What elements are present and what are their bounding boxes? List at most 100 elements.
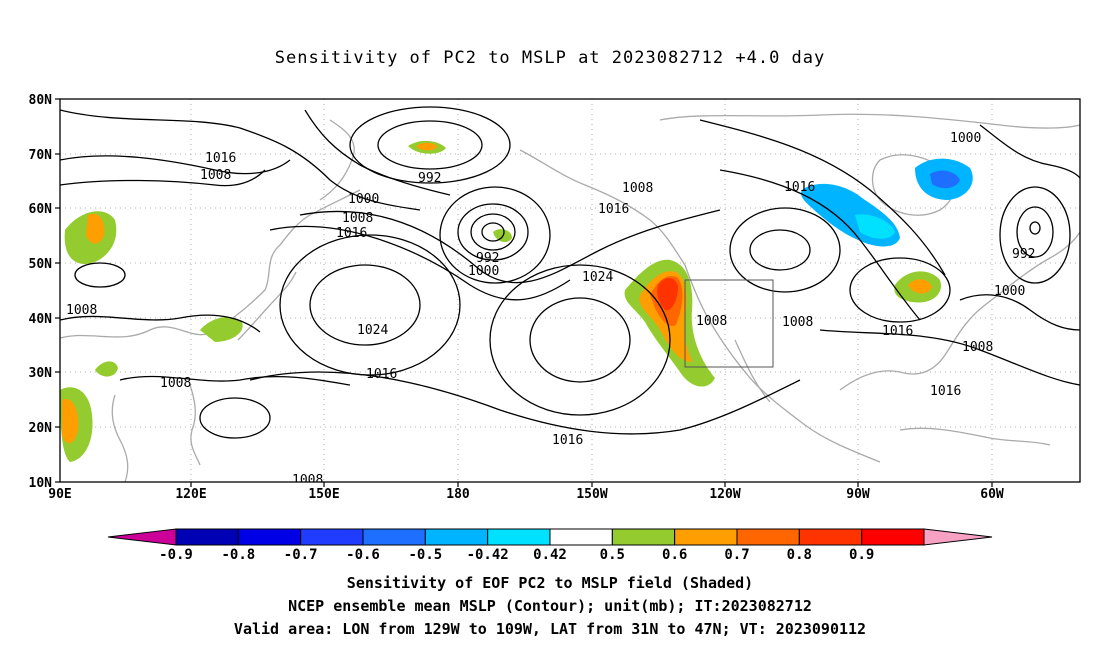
colorbar-label: 0.6 [662, 547, 687, 563]
north-america-west-coastline [684, 264, 881, 463]
arctic-coastline [659, 113, 1080, 129]
longitude-ticks [190, 482, 993, 487]
contour-label: 992 [418, 171, 441, 186]
colorbar-segment [175, 528, 239, 546]
colorbar-label: 0.5 [600, 547, 625, 563]
lon-label: 60W [980, 487, 1004, 502]
alaska-coastline [519, 149, 686, 266]
latitude-ticks [55, 98, 60, 483]
colorbar-segment [487, 528, 551, 546]
contour-label: 1016 [366, 367, 397, 382]
contour-label: 1008 [696, 314, 727, 329]
shade-east-orange [908, 279, 932, 294]
colorbar-segment [424, 528, 489, 546]
valid-area-box [684, 279, 774, 368]
colorbar-segment [861, 528, 925, 546]
lon-label: 90E [48, 487, 71, 502]
colorbar-label: -0.6 [346, 547, 380, 563]
contour-label: 1000 [950, 131, 981, 146]
contour-labels: 1016 1008 992 1000 1008 1016 992 1000 10… [66, 131, 1035, 488]
contour-label: 1008 [962, 340, 993, 355]
shade-aleutian-orange [416, 142, 438, 151]
map-title: Sensitivity of PC2 to MSLP at 2023082712… [274, 48, 826, 68]
colorbar-segment [611, 528, 676, 546]
shade-west-orange [86, 213, 105, 244]
asia-coastline [60, 189, 361, 339]
philippines-coastline [189, 384, 201, 466]
contour-label: 1016 [930, 384, 961, 399]
colorbar-segment [674, 528, 738, 546]
contour-label: 1008 [622, 181, 653, 196]
colorbar [107, 528, 993, 546]
caribbean-coastline [899, 427, 1051, 446]
latitude-labels: 80N 70N 60N 50N 40N 30N 20N 10N [29, 93, 53, 491]
shade-sw-orange [62, 399, 79, 444]
colorbar-label: -0.42 [467, 547, 509, 563]
contour-label: 992 [1012, 247, 1035, 262]
lat-label: 60N [29, 202, 53, 217]
shade-yellowsea-green [95, 361, 118, 377]
caption-valid-area: Valid area: LON from 129W to 109W, LAT f… [233, 620, 867, 638]
colorbar-label: -0.5 [408, 547, 442, 563]
colorbar-label: 0.9 [849, 547, 874, 563]
colorbar-labels: -0.9 -0.8 -0.7 -0.6 -0.5 -0.42 0.42 0.5 0.6 0.7 0.… [159, 547, 874, 563]
lon-label: 90W [846, 487, 870, 502]
contour-label: 1008 [66, 303, 97, 318]
caption-shaded: Sensitivity of EOF PC2 to MSLP field (Sh… [346, 574, 754, 592]
lon-label: 150W [576, 487, 607, 502]
lon-label: 120E [175, 487, 206, 502]
lat-label: 80N [29, 93, 53, 108]
lat-label: 30N [29, 366, 53, 381]
contour-label: 1024 [357, 323, 388, 338]
shade-pacific-red [657, 277, 678, 311]
colorbar-segment [736, 528, 800, 546]
colorbar-segment [237, 528, 302, 546]
colorbar-segment [549, 528, 613, 546]
grid-lines [60, 99, 1080, 482]
contour-label: 992 [476, 251, 499, 266]
contour-label: 1024 [582, 270, 613, 285]
colorbar-end-high [923, 528, 993, 546]
longitude-labels: 90E 120E 150E 180 150W 120W 90W 60W [48, 487, 1004, 502]
lat-label: 10N [29, 476, 53, 491]
colorbar-label: 0.8 [787, 547, 812, 563]
shade-canada-cyan [855, 214, 895, 239]
lat-label: 50N [29, 257, 53, 272]
contour-label: 1008 [292, 473, 323, 488]
colorbar-segment [798, 528, 863, 546]
caption-contour: NCEP ensemble mean MSLP (Contour); unit(… [288, 597, 812, 615]
contour-label: 1000 [994, 284, 1025, 299]
lon-label: 120W [709, 487, 740, 502]
contour-label: 1008 [782, 315, 813, 330]
lon-label: 150E [308, 487, 339, 502]
contour-label: 1016 [882, 324, 913, 339]
japan-coastline [237, 271, 297, 341]
contour-label: 1008 [200, 168, 231, 183]
colorbar-segment [362, 528, 426, 546]
colorbar-end-low [107, 528, 177, 546]
indochina-coastline [111, 394, 129, 482]
map-frame [59, 98, 1081, 483]
colorbar-label: -0.7 [284, 547, 318, 563]
contour-label: 1016 [205, 151, 236, 166]
contour-label: 1016 [784, 180, 815, 195]
lat-label: 20N [29, 421, 53, 436]
colorbar-label: 0.42 [533, 547, 567, 563]
contour-label: 1000 [468, 264, 499, 279]
contour-label: 1008 [160, 376, 191, 391]
lat-label: 70N [29, 148, 53, 163]
contour-label: 1016 [336, 226, 367, 241]
colorbar-label: -0.9 [159, 547, 193, 563]
lon-label: 180 [446, 487, 470, 502]
colorbar-label: -0.8 [221, 547, 255, 563]
contour-label: 1016 [552, 433, 583, 448]
contour-label: 1016 [598, 202, 629, 217]
contour-label: 1008 [342, 211, 373, 226]
colorbar-segment [300, 528, 364, 546]
contour-label: 1000 [348, 192, 379, 207]
hudson-bay-coastline [871, 154, 955, 216]
mslp-contours [60, 106, 1080, 439]
gulf-coastline [839, 231, 1080, 391]
shade-japan-green [200, 316, 243, 342]
